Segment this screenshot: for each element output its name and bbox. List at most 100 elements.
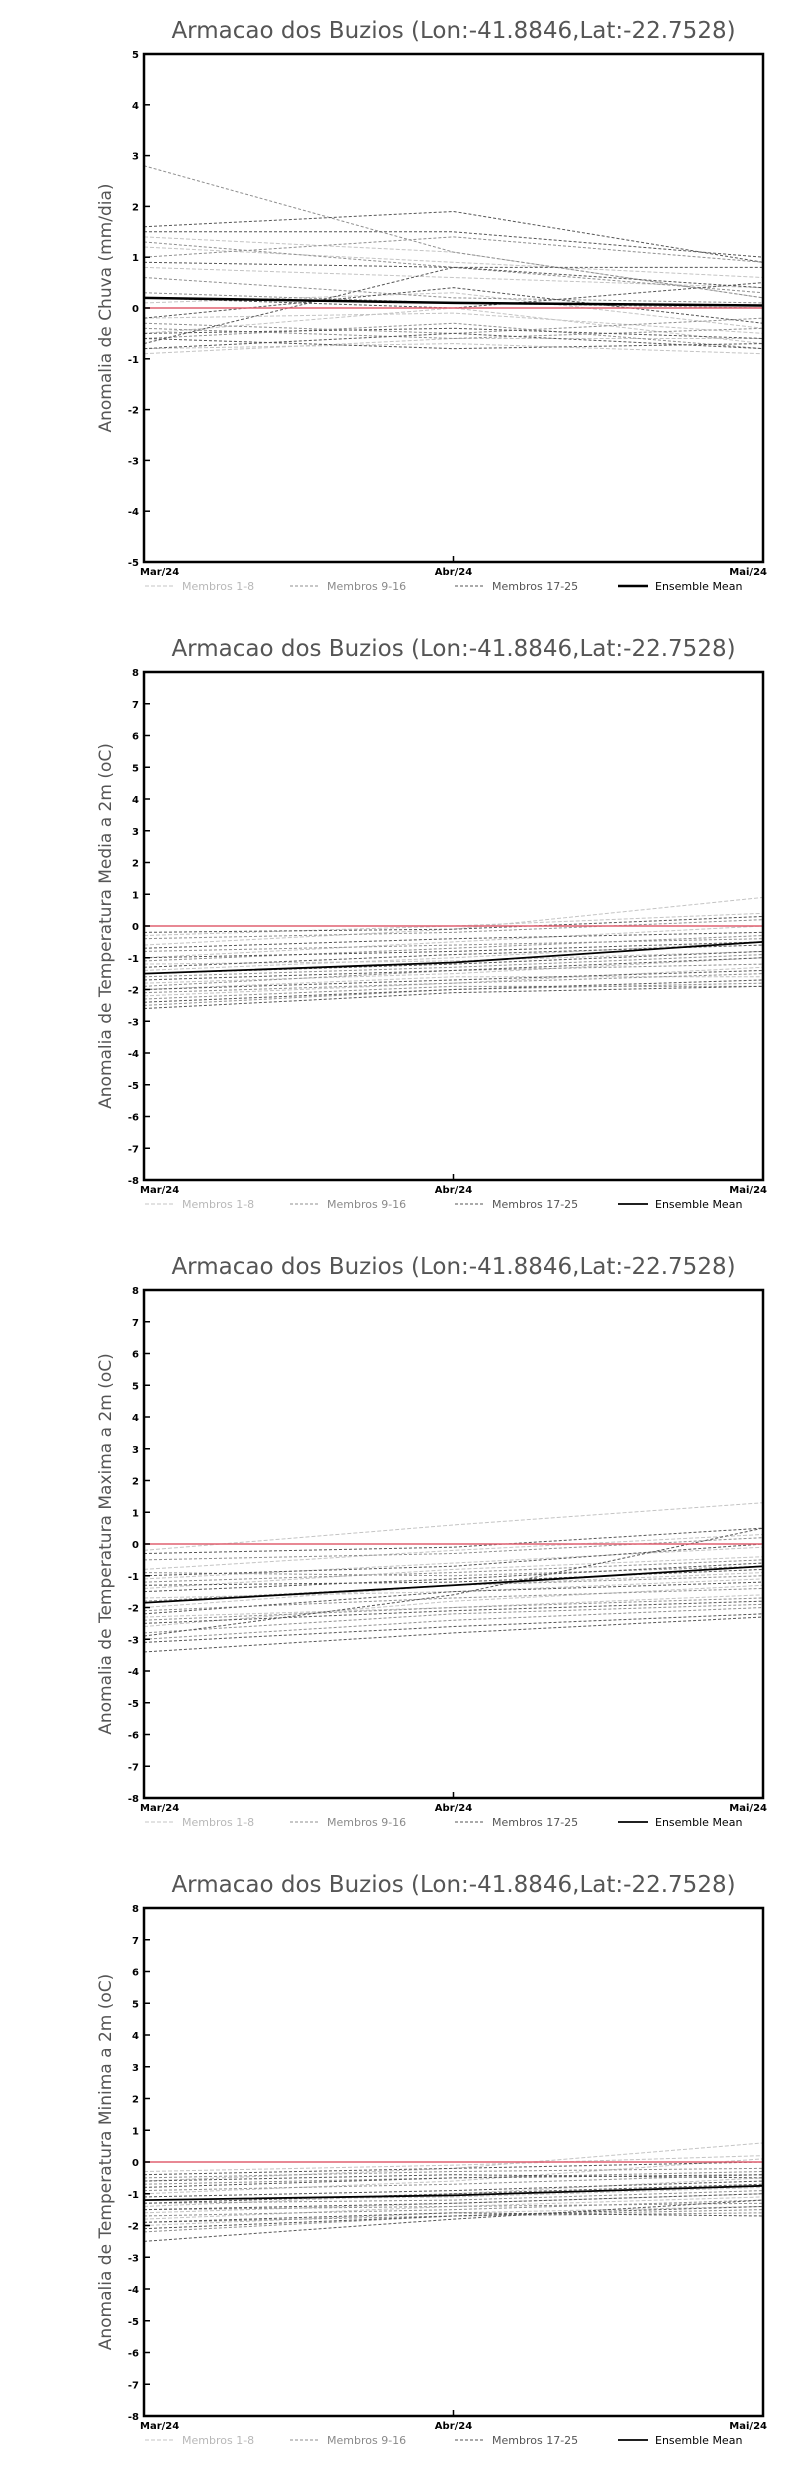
chart-3-member-line: [143, 1594, 764, 1618]
chart-2-y-tick-label: 7: [132, 700, 139, 711]
chart-2-y-tick-label: -2: [128, 986, 139, 997]
chart-1-title: Armacao dos Buzios (Lon:-41.8846,Lat:-22…: [171, 18, 735, 44]
chart-1-legend-label: Ensemble Mean: [655, 580, 742, 593]
chart-1-member-line: [143, 266, 763, 345]
chart-3-member-line: [143, 1587, 764, 1612]
chart-3-member-line: [143, 1527, 764, 1555]
chart-3-member-line: [143, 1537, 764, 1561]
chart-4-y-tick-label: -8: [128, 2412, 139, 2423]
chart-2-member-line: [143, 896, 764, 946]
chart-4-member-line: [143, 2199, 764, 2242]
chart-2-member-line: [143, 973, 764, 994]
chart-4-member-line: [143, 2177, 764, 2207]
chart-3-legend-label: Membros 9-16: [327, 1816, 406, 1829]
chart-2-member-line: [143, 985, 763, 1000]
chart-1-member-line: [143, 327, 764, 339]
chart-3-y-tick-label: 0: [132, 1540, 139, 1551]
chart-2-y-tick-label: 1: [132, 890, 139, 901]
chart-4-member-line: [143, 2205, 764, 2230]
chart-3-member-line: [143, 1556, 764, 1589]
chart-3-legend-label: Membros 1-8: [182, 1816, 254, 1829]
chart-2-member-line: [143, 950, 764, 965]
chart-3-legend-label: Membros 17-25: [492, 1816, 578, 1829]
chart-1-legend-label: Membros 9-16: [327, 580, 406, 593]
chart-2-member-line: [143, 919, 764, 940]
chart-2-member-line: [143, 912, 764, 937]
chart-4-member-line: [143, 2142, 764, 2182]
chart-2-legend-label: Ensemble Mean: [655, 1198, 742, 1211]
chart-3-y-tick-label: 3: [132, 1445, 139, 1456]
chart-4-x-tick-label: Abr/24: [435, 2421, 472, 2432]
chart-4-member-line: [143, 2161, 764, 2176]
chart-1-y-tick-label: -4: [128, 507, 139, 518]
chart-2-y-tick-label: -1: [128, 954, 139, 965]
chart-1-member-line: [143, 343, 764, 355]
chart-4-x-tick-label: Mar/24: [140, 2421, 179, 2432]
chart-2-member-line: [143, 979, 764, 1003]
chart-1-x-tick-label: Mai/24: [729, 567, 767, 578]
chart-4-y-tick-label: -6: [128, 2349, 139, 2360]
chart-3-member-line: [143, 1559, 764, 1583]
chart-4-legend-label: Ensemble Mean: [655, 2434, 742, 2447]
chart-3-member-line: [143, 1597, 764, 1621]
chart-2-y-tick-label: 0: [132, 922, 139, 933]
chart-3-y-tick-label: -1: [128, 1572, 139, 1583]
chart-1-member-line: [143, 246, 764, 279]
chart-4-member-line: [143, 2209, 764, 2223]
chart-3-ensemble-mean-line: [143, 1565, 764, 1604]
chart-svg-2: Armacao dos Buzios (Lon:-41.8846,Lat:-22…: [96, 636, 767, 1211]
chart-1-member-line: [143, 317, 764, 334]
chart-3-x-tick-label: Abr/24: [435, 1803, 472, 1814]
chart-1-y-tick-label: -1: [128, 355, 139, 366]
chart-2-member-line: [143, 966, 764, 997]
chart-1-member-line: [143, 282, 764, 309]
chart-4-member-line: [143, 2199, 764, 2217]
chart-2-member-line: [143, 941, 764, 959]
chart-1-member-line: [143, 287, 764, 324]
chart-4-y-tick-label: -2: [128, 2222, 139, 2233]
chart-4-member-line: [143, 2158, 764, 2195]
chart-svg-3: Armacao dos Buzios (Lon:-41.8846,Lat:-22…: [96, 1254, 767, 1829]
chart-svg-1: Armacao dos Buzios (Lon:-41.8846,Lat:-22…: [96, 18, 767, 593]
chart-3-y-tick-label: 8: [132, 1286, 139, 1297]
chart-4-member-line: [143, 2174, 764, 2182]
chart-4-y-tick-label: 0: [132, 2158, 139, 2169]
chart-4-member-line: [143, 2155, 764, 2173]
chart-3-y-tick-label: -4: [128, 1667, 139, 1678]
chart-1-member-line: [143, 261, 764, 289]
chart-3-y-tick-label: -7: [128, 1762, 139, 1773]
chart-2-member-line: [143, 957, 764, 981]
chart-4-legend-label: Membros 1-8: [182, 2434, 254, 2447]
chart-4-legend-label: Membros 17-25: [492, 2434, 578, 2447]
chart-2-y-tick-label: -6: [128, 1113, 139, 1124]
chart-3-x-tick-label: Mai/24: [729, 1803, 767, 1814]
chart-3-member-line: [143, 1568, 764, 1586]
chart-3-y-tick-label: 6: [132, 1350, 139, 1361]
chart-1-member-line: [143, 292, 764, 309]
chart-2-y-axis-label: Anomalia de Temperatura Media a 2m (oC): [96, 743, 116, 1109]
chart-1-member-line: [144, 231, 764, 258]
chart-3-y-tick-label: 2: [132, 1477, 139, 1488]
chart-2-x-tick-label: Mar/24: [140, 1185, 179, 1196]
chart-1-y-tick-label: 4: [132, 101, 139, 112]
chart-1-y-tick-label: 1: [132, 253, 139, 264]
chart-4-y-tick-label: 7: [132, 1936, 139, 1947]
chart-panel-1: Armacao dos Buzios (Lon:-41.8846,Lat:-22…: [0, 0, 800, 618]
chart-3-y-tick-label: 7: [132, 1318, 139, 1329]
chart-1-y-tick-label: 5: [132, 50, 139, 61]
chart-4-member-line: [143, 2190, 764, 2204]
chart-4-member-line: [143, 2174, 764, 2192]
chart-3-member-line: [143, 1502, 764, 1551]
chart-2-member-line: [143, 954, 764, 978]
chart-3-y-tick-label: -2: [128, 1604, 139, 1615]
chart-2-member-line: [143, 963, 764, 987]
chart-1-y-tick-label: 3: [132, 152, 139, 163]
chart-1-ensemble-mean-line: [143, 296, 764, 307]
chart-2-y-tick-label: -7: [128, 1144, 139, 1155]
chart-4-y-tick-label: 5: [132, 1999, 139, 2010]
chart-1-member-line: [143, 337, 764, 350]
chart-3-x-tick-label: Mar/24: [140, 1803, 179, 1814]
chart-2-member-line: [143, 969, 764, 990]
chart-3-member-line: [143, 1562, 764, 1593]
chart-1-x-tick-label: Abr/24: [435, 567, 472, 578]
